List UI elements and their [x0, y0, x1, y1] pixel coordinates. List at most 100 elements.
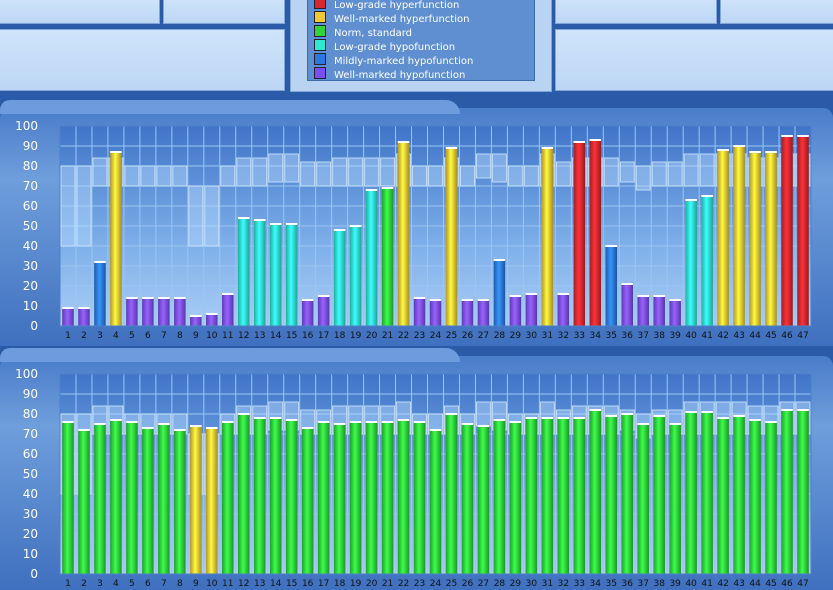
x-tick-label: 28 — [494, 331, 506, 341]
bar-10 — [206, 314, 218, 326]
bar-28 — [493, 260, 506, 326]
bar-cap — [765, 421, 777, 423]
bar-cap — [206, 427, 218, 429]
x-tick-label: 34 — [590, 579, 602, 589]
bar-cap — [717, 149, 729, 151]
x-tick-label: 40 — [685, 331, 697, 341]
legend-label: Norm, standard — [334, 28, 412, 39]
norm-range-box — [683, 153, 699, 187]
bar-cap — [621, 413, 633, 415]
x-tick-label: 28 — [494, 579, 506, 589]
legend-item-low-hyper: Low-grade hyperfunction — [314, 0, 459, 11]
bar-5 — [126, 298, 138, 326]
bar-11 — [222, 422, 234, 574]
bar-cap — [78, 307, 90, 309]
legend-item-low-hypo: Low-grade hypofunction — [314, 39, 455, 53]
bar-cap — [349, 421, 362, 423]
y-tick-label: 70 — [23, 179, 38, 193]
bar-35 — [605, 246, 618, 326]
bar-26 — [461, 424, 474, 574]
top-panel-left-a — [0, 0, 160, 24]
bar-19 — [349, 422, 362, 574]
bar-2 — [78, 308, 90, 326]
y-tick-label: 60 — [23, 447, 38, 461]
bar-40 — [685, 200, 697, 326]
bar-8 — [174, 298, 186, 326]
bar-42 — [717, 150, 729, 326]
bar-44 — [749, 420, 761, 574]
bar-cap — [62, 307, 74, 309]
top-panel-left-c — [0, 29, 285, 91]
x-tick-label: 5 — [129, 331, 135, 341]
x-tick-label: 7 — [161, 579, 167, 589]
bar-cap — [142, 427, 154, 429]
x-tick-label: 29 — [510, 331, 522, 341]
bar-31 — [541, 148, 554, 326]
x-tick-label: 30 — [526, 331, 538, 341]
x-tick-label: 14 — [270, 331, 282, 341]
bar-22 — [397, 420, 410, 574]
bar-cap — [797, 135, 809, 137]
bar-cap — [222, 421, 234, 423]
legend-item-norm: Norm, standard — [314, 25, 412, 39]
norm-range-box — [555, 161, 571, 187]
bar-cap — [94, 261, 106, 263]
bar-cap — [429, 429, 442, 431]
bar-36 — [621, 414, 633, 574]
bar-cap — [621, 283, 633, 285]
x-tick-label: 17 — [318, 579, 329, 589]
norm-range-box — [236, 157, 252, 187]
x-tick-label: 46 — [781, 331, 793, 341]
bar-30 — [525, 294, 538, 326]
bar-cap — [701, 411, 713, 413]
norm-range-box — [76, 165, 92, 247]
y-tick-label: 50 — [23, 467, 38, 481]
y-tick-label: 60 — [23, 199, 38, 213]
norm-range-box — [252, 157, 268, 187]
y-tick-label: 90 — [23, 387, 38, 401]
bar-38 — [653, 416, 665, 574]
x-tick-label: 11 — [222, 579, 233, 589]
bar-45 — [765, 152, 777, 326]
bar-cap — [525, 293, 538, 295]
bar-35 — [605, 416, 618, 574]
bar-cap — [269, 223, 282, 225]
bar-32 — [557, 294, 570, 326]
x-tick-label: 9 — [193, 331, 199, 341]
bar-39 — [669, 424, 681, 574]
y-tick-label: 80 — [23, 407, 38, 421]
bar-cap — [269, 417, 282, 419]
bar-cap — [493, 419, 506, 421]
bar-46 — [781, 410, 793, 574]
legend-label: Well-marked hyperfunction — [334, 14, 470, 25]
bar-cap — [781, 409, 793, 411]
legend: Low-grade hyperfunction Well-marked hype… — [307, 0, 535, 81]
bar-cap — [477, 299, 490, 301]
y-tick-label: 100 — [15, 119, 38, 133]
bar-31 — [541, 418, 554, 574]
bar-14 — [269, 418, 282, 574]
x-tick-label: 19 — [350, 579, 362, 589]
plot-frame — [59, 373, 812, 575]
bar-36 — [621, 284, 633, 326]
x-tick-label: 44 — [749, 331, 761, 341]
bar-cap — [557, 417, 570, 419]
bar-46 — [781, 136, 793, 326]
x-tick-label: 12 — [238, 579, 249, 589]
x-tick-label: 3 — [97, 331, 103, 341]
bar-28 — [493, 420, 506, 574]
bar-cap — [174, 297, 186, 299]
bar-32 — [557, 418, 570, 574]
bar-40 — [685, 412, 697, 574]
chart-tab-1 — [0, 100, 460, 114]
bar-cap — [333, 229, 346, 231]
bar-cap — [781, 135, 793, 137]
legend-swatch — [314, 11, 326, 23]
bar-4 — [110, 152, 122, 326]
bar-29 — [509, 422, 522, 574]
bar-cap — [669, 299, 681, 301]
bar-cap — [301, 427, 314, 429]
x-tick-label: 22 — [398, 331, 409, 341]
x-tick-label: 45 — [765, 331, 776, 341]
